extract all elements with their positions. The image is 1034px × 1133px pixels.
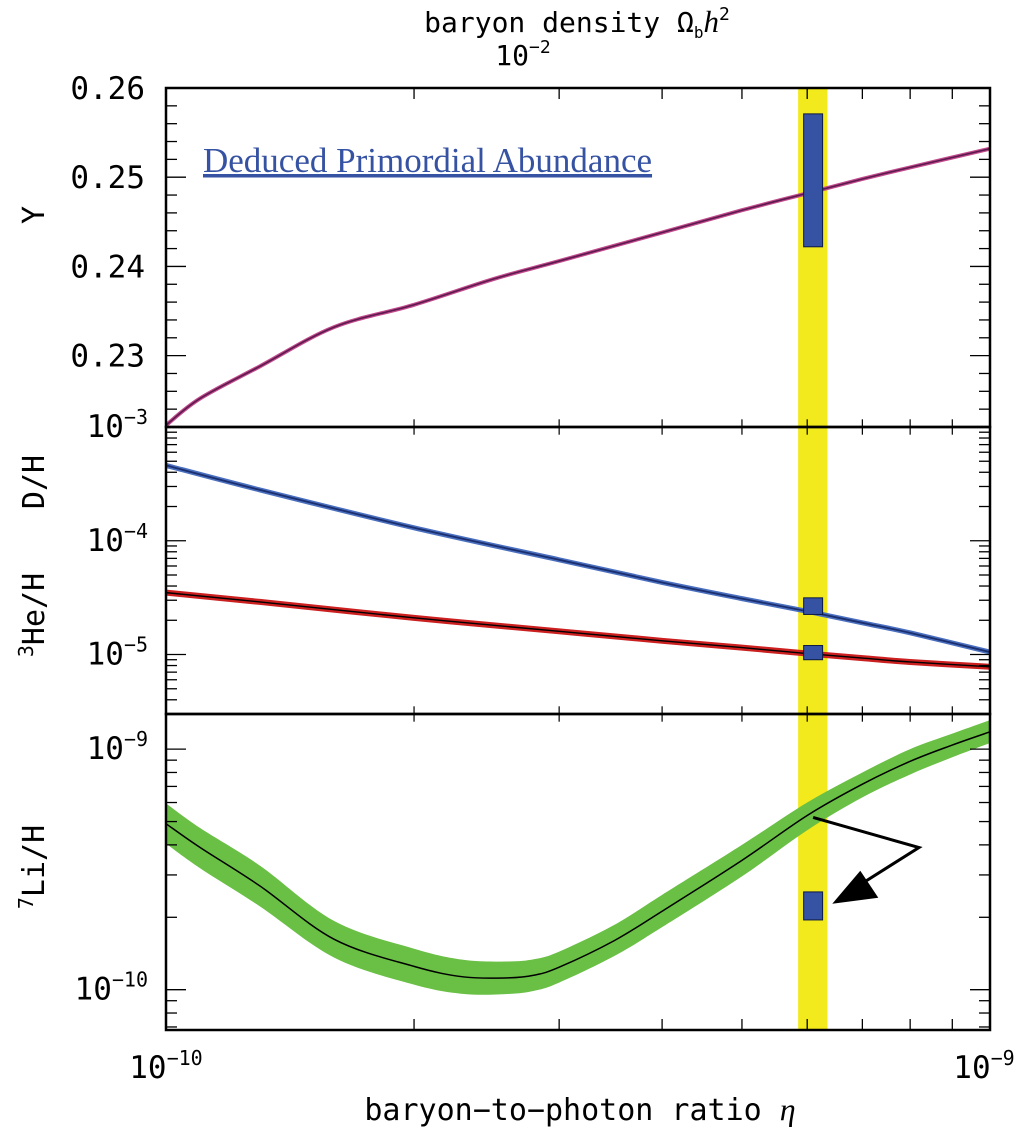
li7-uncertainty-band <box>166 720 990 995</box>
ytick-label-he4: 0.25 <box>70 160 145 196</box>
observation-box-he4-0 <box>803 113 824 248</box>
ylabel-he3: 3He/H <box>14 573 52 657</box>
xtick-label: 10−9 <box>953 1046 1014 1086</box>
li7-arrow-line <box>812 816 923 896</box>
top-axis-tick-label: 10−2 <box>495 37 550 72</box>
panel-frame-li7 <box>164 712 992 1032</box>
deuterium-curve <box>166 464 990 653</box>
ytick-label-d_he3: 10−4 <box>87 519 148 559</box>
ytick-label-he4: 0.26 <box>70 71 145 107</box>
observation-box-d_he3-0 <box>803 597 824 615</box>
panel-d_he3-plot <box>166 462 990 670</box>
panel-li7-plot <box>166 720 990 995</box>
ytick-label-he4: 0.23 <box>70 339 145 375</box>
series-layer <box>166 146 990 995</box>
ytick-label-d_he3: 10−5 <box>87 633 148 673</box>
observation-box-li7-0 <box>803 891 824 921</box>
observation-layer <box>803 113 923 921</box>
ylabel-deuterium: D/H <box>17 455 52 509</box>
panel-he4-plot <box>166 146 990 427</box>
ytick-label-d_he3: 10−3 <box>87 405 148 445</box>
observation-box-d_he3-1 <box>803 645 824 661</box>
text-layer: 0.26 0.25 0.24 0.23 10−3 10−4 10−5 10−9 10−10 10−… <box>14 4 1015 1128</box>
ytick-label-he4: 0.24 <box>70 249 145 285</box>
x-axis-label: baryon−to−photon ratio η <box>364 1091 795 1128</box>
ylabel-li7: 7Li/H <box>14 825 52 909</box>
top-axis-label: baryon density Ωbh2 <box>424 4 730 42</box>
ytick-label-li7: 10−9 <box>87 727 148 767</box>
he3-curve <box>166 591 990 668</box>
li7-arrow-head <box>832 870 879 904</box>
he4-curve-band <box>166 146 990 427</box>
annotation-deduced-primordial-abundance: Deduced Primordial Abundance <box>203 141 652 180</box>
xtick-label: 10−10 <box>129 1046 202 1086</box>
panel-frame-d_he3 <box>164 425 992 716</box>
ylabel-he4: Y <box>17 206 52 224</box>
li7-curve <box>166 731 990 979</box>
he3-curve-band <box>166 589 990 670</box>
he4-curve <box>166 147 990 426</box>
ytick-label-li7: 10−10 <box>75 968 148 1008</box>
axes-layer <box>164 86 992 1032</box>
